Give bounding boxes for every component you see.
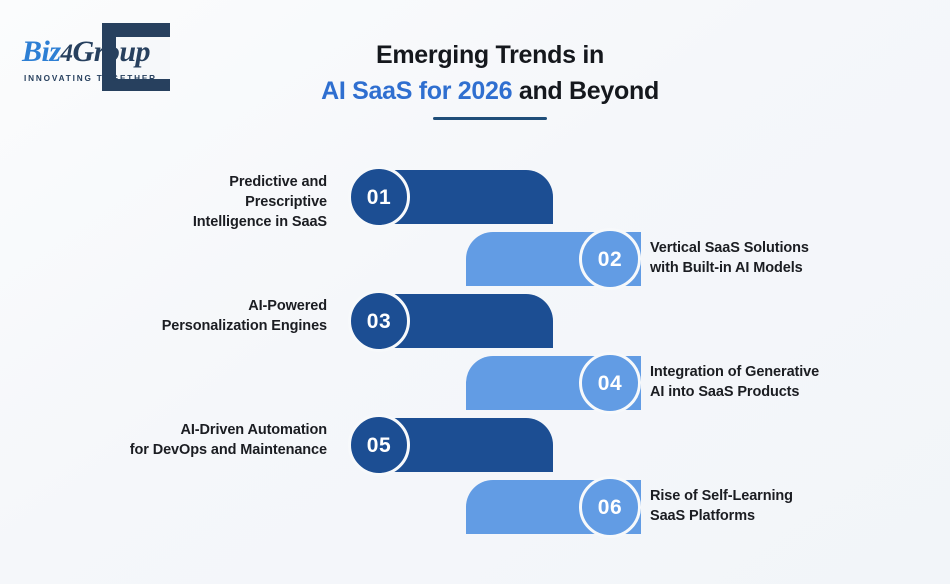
list-item-number-badge: 01: [348, 166, 410, 228]
list-item-label: AI-Powered Personalization Engines: [161, 298, 327, 334]
list-item: Rise of Self-Learning SaaS Platforms 06: [0, 468, 950, 538]
logo-word-biz: Biz: [22, 35, 61, 68]
logo-word-four: 4: [60, 40, 74, 67]
list-item-number-badge: 03: [348, 290, 410, 352]
list-item-label: AI-Driven Automation for DevOps and Main…: [129, 422, 327, 458]
list-item-graphic: 04: [466, 352, 641, 414]
list-item-number-badge: 02: [579, 228, 641, 290]
trend-list: Predictive and Prescriptive Intelligence…: [0, 158, 950, 538]
logo-word-group: Group: [72, 35, 151, 68]
logo-tagline: INNOVATING TOGETHER: [24, 74, 157, 83]
list-item-number: 06: [597, 495, 623, 519]
title-divider: [433, 117, 547, 120]
list-item-label: Rise of Self-Learning SaaS Platforms: [650, 488, 793, 524]
list-item-graphic: 02: [466, 228, 641, 290]
logo-bracket-notch: [116, 37, 170, 79]
title-line-2: AI SaaS for 2026 and Beyond: [240, 74, 740, 110]
list-item: AI-Powered Personalization Engines 03: [0, 282, 950, 352]
list-item: Predictive and Prescriptive Intelligence…: [0, 158, 950, 230]
list-item-number: 03: [366, 309, 392, 333]
list-item-label: Integration of Generative AI into SaaS P…: [650, 364, 820, 400]
list-item: Integration of Generative AI into SaaS P…: [0, 344, 950, 414]
list-item: Vertical SaaS Solutions with Built-in AI…: [0, 220, 950, 290]
list-item-label: Vertical SaaS Solutions with Built-in AI…: [650, 240, 809, 276]
list-item-graphic: 05: [348, 414, 553, 476]
list-item-number-badge: 04: [579, 352, 641, 414]
list-item-number: 05: [366, 433, 392, 457]
logo-wordmark: Biz4Group: [22, 35, 151, 68]
list-item-graphic: 03: [348, 290, 553, 352]
title-accent: AI SaaS for 2026: [321, 76, 513, 105]
list-item: AI-Driven Automation for DevOps and Main…: [0, 406, 950, 476]
list-item-graphic: 01: [348, 166, 553, 228]
title-line-1: Emerging Trends in: [376, 41, 604, 69]
list-item-graphic: 06: [466, 476, 641, 538]
page-title: Emerging Trends in AI SaaS for 2026 and …: [240, 38, 740, 120]
list-item-number: 01: [366, 185, 392, 209]
list-item-number-badge: 05: [348, 414, 410, 476]
list-item-number: 04: [597, 371, 623, 395]
list-item-number-badge: 06: [579, 476, 641, 538]
list-item-label: Predictive and Prescriptive Intelligence…: [192, 174, 327, 230]
brand-logo: Biz4Group INNOVATING TOGETHER: [16, 18, 186, 93]
list-item-number: 02: [597, 247, 623, 271]
title-line-2-rest: and Beyond: [512, 76, 659, 105]
